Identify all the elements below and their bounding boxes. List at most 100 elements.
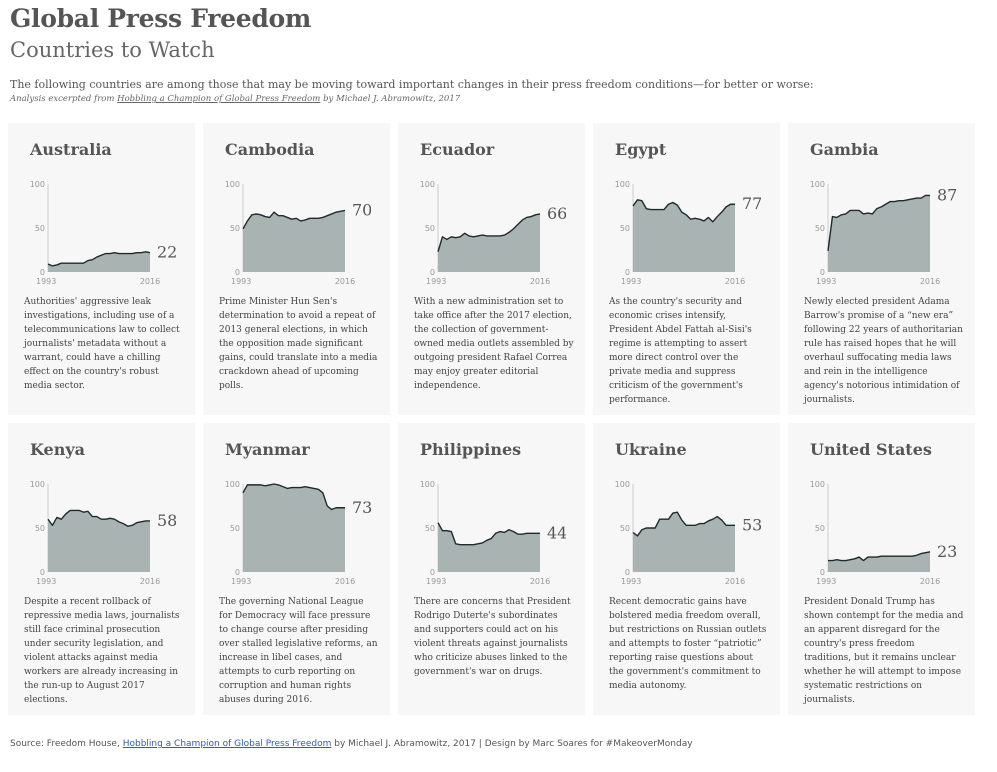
series-area bbox=[828, 551, 930, 572]
country-name: Gambia bbox=[810, 140, 879, 159]
series-area bbox=[243, 210, 345, 272]
y-tick-label: 50 bbox=[815, 224, 825, 233]
x-tick-label: 1993 bbox=[426, 577, 446, 585]
y-tick-label: 50 bbox=[425, 224, 435, 233]
series-line bbox=[47, 509, 150, 527]
press-freedom-chart: 0 50 100 1993 2016 53 bbox=[615, 480, 761, 585]
country-name: Australia bbox=[30, 140, 112, 159]
y-tick-label: 0 bbox=[235, 268, 240, 277]
press-freedom-chart: 0 50 100 1993 2016 73 bbox=[225, 480, 371, 585]
page-subtitle: Countries to Watch bbox=[10, 38, 215, 62]
y-tick-label: 50 bbox=[35, 524, 45, 533]
y-tick-label: 0 bbox=[625, 568, 630, 577]
y-tick-label: 100 bbox=[810, 180, 825, 189]
end-value-label: 87 bbox=[937, 185, 956, 204]
end-value-label: 66 bbox=[547, 204, 566, 223]
country-grid: Australia 0 50 100 1993 2016 22 Authorities' ag… bbox=[8, 123, 975, 716]
x-tick-label: 1993 bbox=[621, 277, 641, 285]
country-name: United States bbox=[810, 440, 932, 459]
series-line bbox=[828, 551, 931, 562]
credit-suffix: by Michael J. Abramowitz, 2017 bbox=[323, 94, 461, 104]
country-card: Cambodia 0 50 100 1993 2016 70 Prime Minister H… bbox=[203, 123, 390, 415]
series-line bbox=[437, 213, 541, 252]
credit-prefix: Analysis excerpted from bbox=[10, 94, 115, 104]
country-name: Cambodia bbox=[225, 140, 315, 159]
series-line bbox=[632, 199, 735, 223]
series-line bbox=[242, 483, 345, 511]
country-description: With a new administration set to take of… bbox=[414, 297, 574, 391]
x-tick-label: 2016 bbox=[140, 577, 160, 585]
country-description: The governing National League for Democr… bbox=[219, 597, 378, 705]
x-tick-label: 2016 bbox=[335, 577, 355, 585]
page-title: Global Press Freedom bbox=[10, 4, 312, 33]
x-tick-label: 1993 bbox=[426, 277, 446, 285]
y-tick-label: 100 bbox=[810, 480, 825, 489]
y-tick-label: 50 bbox=[230, 224, 240, 233]
country-card: Philippines 0 50 100 1993 2016 44 There are con… bbox=[398, 423, 585, 715]
country-name: Kenya bbox=[30, 440, 86, 459]
press-freedom-chart: 0 50 100 1993 2016 77 bbox=[615, 180, 761, 285]
end-value-label: 58 bbox=[157, 511, 176, 530]
credit-book-link[interactable]: Hobbling a Champion of Global Press Free… bbox=[117, 94, 321, 104]
country-card: Ukraine 0 50 100 1993 2016 53 Recent democratic… bbox=[593, 423, 780, 715]
y-tick-label: 0 bbox=[430, 268, 435, 277]
series-area bbox=[48, 510, 150, 572]
series-line bbox=[242, 209, 346, 230]
x-tick-label: 2016 bbox=[920, 277, 940, 285]
y-tick-label: 0 bbox=[820, 268, 825, 277]
x-tick-label: 2016 bbox=[725, 577, 745, 585]
x-tick-label: 1993 bbox=[36, 277, 56, 285]
x-tick-label: 1993 bbox=[816, 577, 836, 585]
series-area bbox=[48, 251, 150, 272]
x-tick-label: 1993 bbox=[36, 577, 56, 585]
series-line bbox=[47, 251, 151, 267]
y-tick-label: 100 bbox=[615, 480, 630, 489]
country-name: Philippines bbox=[420, 440, 522, 459]
country-card: United States 0 50 100 1993 2016 23 President D… bbox=[788, 423, 975, 715]
press-freedom-chart: 0 50 100 1993 2016 44 bbox=[420, 480, 566, 585]
y-tick-label: 0 bbox=[40, 568, 45, 577]
country-description: Newly elected president Adama Barrow's p… bbox=[804, 297, 963, 405]
y-tick-label: 100 bbox=[420, 180, 435, 189]
y-tick-label: 100 bbox=[225, 480, 240, 489]
y-tick-label: 100 bbox=[30, 480, 45, 489]
series-area bbox=[438, 213, 540, 272]
country-description: President Donald Trump has shown contemp… bbox=[804, 597, 964, 705]
country-card: Ecuador 0 50 100 1993 2016 66 With a new admini… bbox=[398, 123, 585, 415]
country-name: Ukraine bbox=[615, 440, 687, 459]
country-name: Egypt bbox=[615, 140, 667, 159]
press-freedom-chart: 0 50 100 1993 2016 23 bbox=[810, 480, 956, 585]
x-tick-label: 2016 bbox=[530, 577, 550, 585]
x-tick-label: 2016 bbox=[530, 277, 550, 285]
press-freedom-chart: 0 50 100 1993 2016 87 bbox=[810, 180, 956, 285]
footer-suffix: by Michael J. Abramowitz, 2017 | Design … bbox=[334, 739, 693, 749]
y-tick-label: 100 bbox=[225, 180, 240, 189]
footer-prefix: Source: Freedom House, bbox=[10, 739, 120, 749]
end-value-label: 22 bbox=[157, 243, 176, 262]
intro-text: The following countries are among those … bbox=[10, 78, 814, 91]
series-line bbox=[827, 194, 930, 251]
series-area bbox=[243, 484, 345, 572]
end-value-label: 23 bbox=[937, 542, 956, 561]
country-card: Myanmar 0 50 100 1993 2016 73 The governing Nat… bbox=[203, 423, 390, 715]
end-value-label: 73 bbox=[352, 498, 371, 517]
country-card: Egypt 0 50 100 1993 2016 77 As the country's se… bbox=[593, 123, 780, 415]
series-area bbox=[633, 512, 735, 572]
y-tick-label: 50 bbox=[620, 224, 630, 233]
end-value-label: 44 bbox=[547, 523, 566, 542]
country-name: Ecuador bbox=[420, 140, 495, 159]
y-tick-label: 100 bbox=[615, 180, 630, 189]
footer-book-link[interactable]: Hobbling a Champion of Global Press Free… bbox=[122, 739, 332, 749]
country-description: Recent democratic gains have bolstered m… bbox=[609, 597, 767, 691]
x-tick-label: 1993 bbox=[231, 277, 251, 285]
y-tick-label: 0 bbox=[40, 268, 45, 277]
country-description: There are concerns that President Rodrig… bbox=[414, 597, 571, 677]
x-tick-label: 1993 bbox=[621, 577, 641, 585]
series-line bbox=[437, 522, 540, 546]
y-tick-label: 0 bbox=[820, 568, 825, 577]
x-tick-label: 1993 bbox=[816, 277, 836, 285]
y-tick-label: 50 bbox=[230, 524, 240, 533]
end-value-label: 53 bbox=[742, 515, 761, 534]
country-name: Myanmar bbox=[225, 440, 310, 459]
country-card: Gambia 0 50 100 1993 2016 87 Newly elected pres… bbox=[788, 123, 975, 415]
